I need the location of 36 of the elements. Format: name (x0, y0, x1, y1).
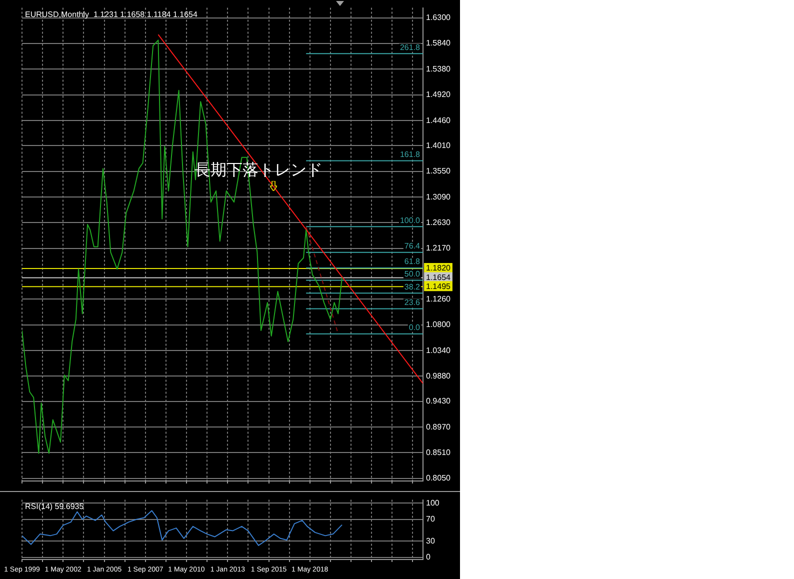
y-tick-label: 0.8510 (426, 448, 452, 457)
ref-line-label: 1.1820 (426, 264, 452, 273)
y-tick-label: 0.8050 (426, 474, 452, 483)
y-tick-label: 1.5380 (426, 64, 452, 74)
series-label: 38.2 (404, 282, 421, 292)
y-tick-label: 1.2170 (426, 244, 452, 253)
y-tick-label: 1.3550 (426, 166, 452, 176)
series-label: 161.8 (400, 150, 421, 159)
y-tick-label: 0.8970 (426, 422, 452, 432)
y-tick-label: 70 (426, 514, 436, 524)
y-tick-label: 1.3090 (426, 192, 452, 202)
series-label: 0.0 (408, 323, 421, 332)
y-tick-label: 1.4460 (426, 116, 452, 125)
y-tick-label: 0.9430 (426, 396, 452, 406)
series-label: 23.6 (404, 298, 421, 307)
series-label: 76.4 (404, 242, 421, 251)
y-tick-label: 0 (426, 552, 431, 562)
y-tick-label: 1.0340 (426, 346, 452, 355)
series-label: 61.8 (404, 257, 421, 266)
y-tick-label: 30 (426, 536, 436, 546)
y-tick-label: 1.4010 (426, 140, 452, 150)
ref-line-label: 1.1654 (426, 272, 452, 282)
chart-title: EURUSD,Monthly 1.1231 1.1658 1.1184 1.1654 (25, 10, 198, 20)
y-tick-label: 1.5840 (426, 38, 452, 48)
y-tick-label: 1.4920 (426, 90, 452, 100)
y-tick-label: 100 (426, 498, 440, 508)
y-tick-label: 1.0800 (426, 320, 452, 330)
y-tick-label: 1.2630 (426, 218, 452, 227)
series-label: 50.0 (404, 269, 421, 278)
y-tick-label: 1.6300 (426, 13, 452, 22)
y-tick-label: 0.9880 (426, 371, 452, 380)
y-tick-label: 1.1260 (426, 294, 452, 304)
ref-line-label: 1.1495 (426, 282, 452, 291)
chart-title: RSI(14) 59.6935 (25, 502, 84, 512)
series-label: 100.0 (400, 216, 421, 225)
series-label: 261.8 (400, 42, 421, 52)
